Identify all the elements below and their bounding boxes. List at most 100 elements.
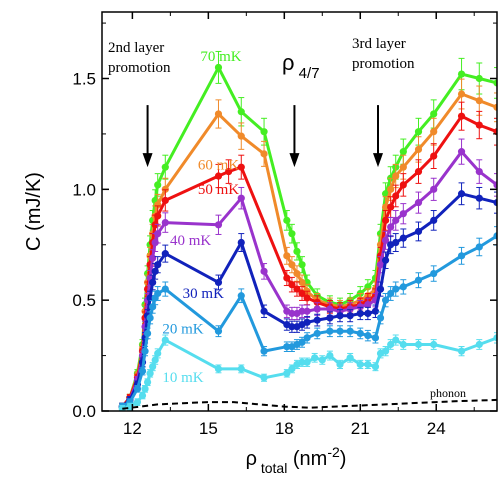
x-tick-label: 15 xyxy=(199,419,218,438)
data-point xyxy=(143,329,152,338)
data-point xyxy=(154,212,162,220)
annotation-layer: 70 mK 60 mK 50 mK 40 mK 30 mK 20 mK 10 mK phono… xyxy=(108,36,466,400)
data-point xyxy=(283,369,291,377)
data-point xyxy=(161,218,169,227)
series-label: 60 mK xyxy=(198,157,239,173)
data-point xyxy=(149,254,157,262)
data-point xyxy=(392,172,400,180)
phonon-line xyxy=(122,398,497,410)
data-point xyxy=(414,276,423,284)
data-point xyxy=(326,327,334,335)
data-point xyxy=(260,307,268,315)
data-point xyxy=(288,281,296,289)
data-point xyxy=(364,360,372,369)
data-point xyxy=(371,363,380,371)
data-point xyxy=(313,329,321,338)
data-point xyxy=(430,340,438,349)
data-point xyxy=(493,232,497,240)
data-point xyxy=(303,318,311,326)
data-point xyxy=(399,283,407,291)
data-point xyxy=(399,148,407,156)
phonon-label: phonon xyxy=(430,386,466,400)
data-point xyxy=(214,278,223,287)
data-point xyxy=(237,163,245,171)
data-point xyxy=(298,289,306,298)
data-point xyxy=(371,307,380,315)
third-layer-label-line: promotion xyxy=(352,56,415,72)
y-tick-label: 0.5 xyxy=(72,291,96,310)
data-point xyxy=(364,332,372,340)
series-70-mk xyxy=(118,50,497,411)
data-point xyxy=(392,285,400,293)
data-point xyxy=(392,216,400,224)
data-point xyxy=(457,70,466,78)
data-point xyxy=(161,196,169,205)
data-point xyxy=(336,312,344,320)
second-layer-label-line: 2nd layer xyxy=(108,40,164,56)
data-point xyxy=(381,347,390,355)
data-point xyxy=(288,230,296,238)
plot-frame xyxy=(101,11,498,412)
data-point xyxy=(293,285,301,293)
data-point xyxy=(225,168,233,176)
data-point xyxy=(260,374,268,382)
data-point xyxy=(493,181,497,189)
data-point xyxy=(414,128,423,136)
data-point xyxy=(293,247,301,255)
data-point xyxy=(475,340,483,349)
data-point xyxy=(430,216,438,224)
data-point xyxy=(326,351,334,360)
data-point xyxy=(214,110,223,118)
y-tick-label: 0.0 xyxy=(72,402,96,421)
third-layer-label-line: 3rd layer xyxy=(352,36,406,52)
x-tick-label: 12 xyxy=(123,419,142,438)
data-point xyxy=(154,349,162,357)
data-point xyxy=(326,305,334,313)
data-point xyxy=(371,334,380,342)
data-point xyxy=(387,203,395,211)
x-tick-label: 24 xyxy=(427,419,446,438)
data-point xyxy=(303,307,311,315)
data-point xyxy=(493,334,497,342)
data-point xyxy=(414,145,423,154)
data-point xyxy=(399,340,407,349)
axis-layer: 12 15 18 21 24 0.0 0.5 1.0 1.5 C (mJ/K) ρ total (n… xyxy=(23,12,497,476)
data-point xyxy=(381,236,390,244)
data-point xyxy=(214,63,223,72)
series-label: 40 mK xyxy=(170,233,211,249)
data-point xyxy=(475,121,483,129)
y-tick-label: 1.5 xyxy=(72,70,96,89)
data-point xyxy=(237,365,245,373)
data-point xyxy=(414,168,423,176)
data-point xyxy=(161,250,169,258)
data-point xyxy=(346,354,354,362)
data-point xyxy=(161,285,169,293)
data-point xyxy=(346,312,354,320)
data-point xyxy=(381,216,390,224)
data-point xyxy=(260,267,268,275)
data-point xyxy=(387,340,395,349)
data-point xyxy=(298,338,306,346)
data-point xyxy=(475,243,483,251)
data-point xyxy=(260,128,268,136)
y-tick-label: 1.0 xyxy=(72,180,96,199)
data-point xyxy=(430,152,438,160)
data-point xyxy=(288,261,296,269)
data-point xyxy=(387,185,395,193)
data-point xyxy=(392,192,400,200)
data-point xyxy=(475,74,483,83)
data-point xyxy=(154,230,162,238)
data-point xyxy=(399,163,407,171)
series-layer xyxy=(118,50,497,411)
data-point xyxy=(288,365,296,373)
data-point xyxy=(430,269,438,278)
data-point xyxy=(154,201,162,209)
data-point xyxy=(356,303,364,311)
data-point xyxy=(381,296,390,304)
data-point xyxy=(141,347,149,355)
data-point xyxy=(430,110,438,118)
data-point xyxy=(214,365,223,373)
data-point xyxy=(237,194,245,202)
data-point xyxy=(237,108,245,116)
x-tick-label: 21 xyxy=(351,419,370,438)
